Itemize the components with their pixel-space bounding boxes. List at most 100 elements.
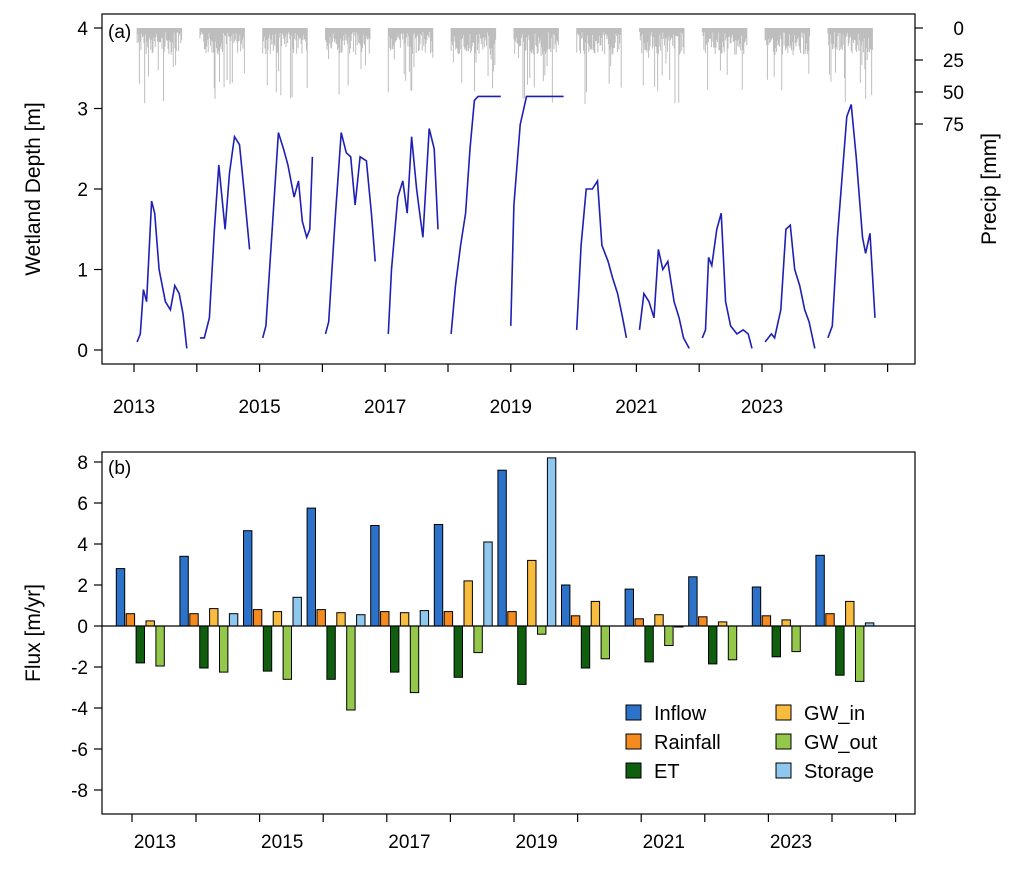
bar-gw-in — [717, 621, 728, 627]
legend: Inflow Rainfall ET GW_in GW_out Storage — [625, 703, 878, 783]
bar-gw-in — [527, 559, 537, 627]
flux-bars — [115, 457, 875, 711]
bar-gw-in — [590, 600, 601, 627]
bar-et — [517, 625, 527, 685]
bar-rainfall — [380, 611, 390, 627]
bar-gw-out — [855, 625, 865, 682]
x-tick-label: 2013 — [113, 397, 155, 418]
depth-line — [450, 95, 501, 334]
depth-line — [575, 178, 628, 339]
depth-line — [701, 212, 753, 349]
y-tick-label: 0 — [77, 617, 88, 638]
panel-a-y-axis: 0 1 2 3 4 — [77, 19, 102, 362]
y2-tick-label: 75 — [943, 115, 964, 136]
y-tick-label: 2 — [77, 180, 88, 201]
bar-gw-out — [473, 625, 483, 654]
bar-rainfall — [443, 611, 454, 627]
y-tick-label: 2 — [77, 576, 88, 597]
legend-swatch — [625, 704, 642, 721]
bar-et — [199, 625, 209, 669]
legend-label: Storage — [804, 761, 874, 783]
y-tick-label: -2 — [71, 658, 88, 679]
x-tick-label: 2015 — [238, 397, 280, 418]
x-tick-label: 2019 — [515, 832, 557, 853]
y2-tick-label: 0 — [953, 19, 964, 40]
bar-inflow — [815, 554, 825, 627]
y-tick-label: -8 — [71, 781, 88, 802]
legend-label: Inflow — [654, 703, 707, 725]
bar-rainfall — [125, 613, 136, 627]
x-tick-label: 2013 — [134, 832, 176, 853]
bar-gw-out — [282, 625, 293, 680]
bar-gw-out — [155, 625, 165, 667]
bar-gw-in — [272, 611, 283, 627]
bar-inflow — [561, 584, 571, 627]
bar-storage — [483, 541, 493, 627]
bar-gw-out — [791, 625, 801, 653]
depth-line — [638, 249, 690, 349]
bar-inflow — [751, 586, 762, 627]
y-tick-label: 1 — [77, 261, 88, 282]
bar-et — [390, 625, 400, 673]
bar-gw-out — [727, 625, 738, 661]
bar-rainfall — [634, 618, 644, 627]
y-tick-label: -4 — [71, 699, 88, 720]
bar-rainfall — [761, 615, 772, 627]
bar-gw-out — [664, 625, 674, 646]
bar-inflow — [115, 568, 126, 627]
bar-storage — [356, 614, 366, 627]
panel-a-x-axis: 2013 2015 2017 2019 2021 2023 — [113, 364, 889, 418]
bar-inflow — [243, 530, 253, 627]
bar-et — [708, 625, 718, 665]
bar-rainfall — [507, 611, 517, 627]
bar-inflow — [306, 507, 317, 627]
depth-line — [136, 200, 188, 349]
bar-inflow — [370, 525, 380, 627]
bar-storage — [228, 613, 239, 627]
bar-inflow — [688, 576, 698, 627]
bar-gw-in — [399, 612, 410, 627]
x-tick-label: 2015 — [261, 832, 303, 853]
panel-a-y2label: Precip [mm] — [978, 133, 1001, 245]
bar-et — [771, 625, 781, 658]
x-tick-label: 2021 — [643, 832, 685, 853]
panel-a-ylabel: Wetland Depth [m] — [22, 102, 45, 276]
y-tick-label: 6 — [77, 494, 88, 515]
bar-rainfall — [252, 609, 263, 627]
bar-et — [135, 625, 146, 664]
legend-swatch — [625, 762, 642, 779]
bar-et — [580, 625, 591, 669]
legend-swatch — [775, 762, 792, 779]
legend-swatch — [625, 733, 642, 750]
x-tick-label: 2023 — [770, 832, 812, 853]
x-tick-label: 2019 — [490, 397, 532, 418]
x-tick-label: 2017 — [364, 397, 406, 418]
bar-rainfall — [570, 615, 581, 627]
bar-gw-in — [463, 580, 473, 627]
panel-b-y-axis: 8 6 4 2 0 -2 -4 -6 -8 — [71, 453, 102, 802]
depth-line — [510, 95, 564, 326]
y-tick-label: 0 — [77, 341, 88, 362]
depth-lines — [136, 95, 876, 349]
bar-gw-in — [654, 614, 664, 627]
legend-swatch — [775, 733, 792, 750]
bar-gw-in — [209, 608, 219, 627]
bar-gw-in — [845, 600, 855, 627]
bar-storage — [546, 457, 557, 627]
y-tick-label: 4 — [77, 535, 88, 556]
bar-inflow — [433, 524, 444, 627]
panel-b-label: (b) — [108, 458, 131, 479]
bar-gw-out — [346, 625, 356, 711]
x-tick-label: 2021 — [615, 397, 657, 418]
bar-inflow — [624, 588, 634, 627]
x-tick-label: 2023 — [741, 397, 783, 418]
bar-gw-in — [781, 619, 791, 627]
bar-et — [326, 625, 336, 680]
y-tick-label: -6 — [71, 740, 88, 761]
legend-swatch — [775, 704, 792, 721]
x-tick-label: 2017 — [388, 832, 430, 853]
y-tick-label: 4 — [77, 19, 88, 40]
